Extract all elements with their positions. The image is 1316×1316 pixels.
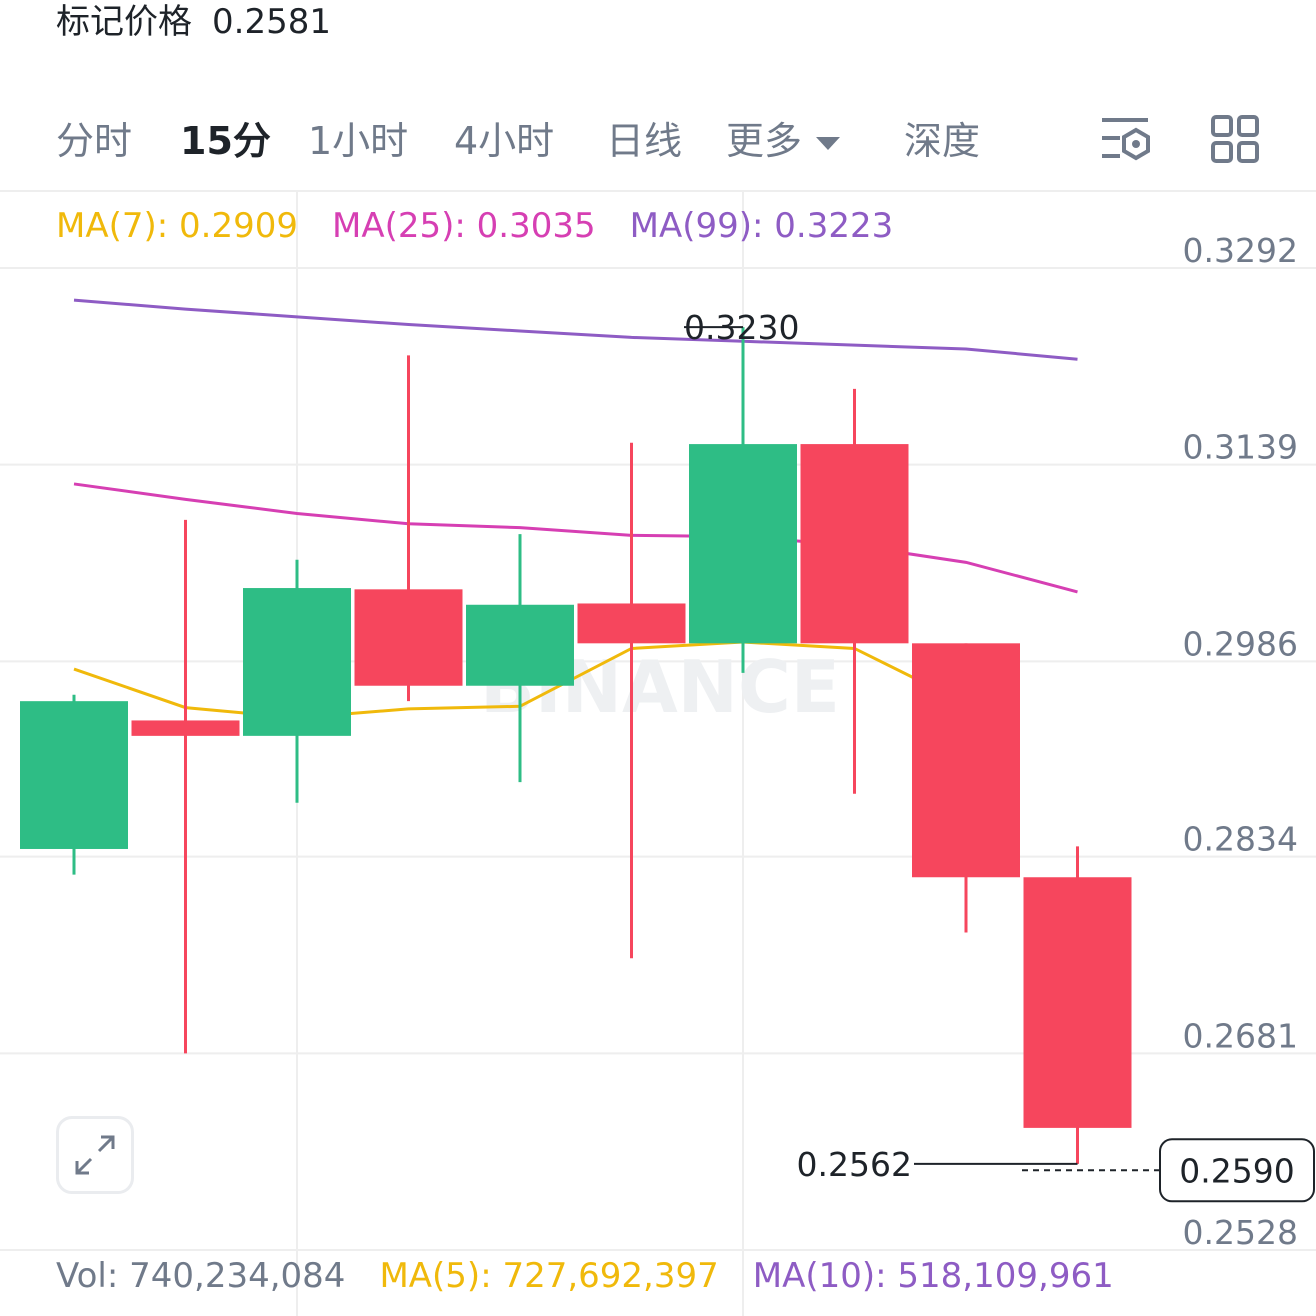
tab-1h[interactable]: 1小时 <box>308 119 409 163</box>
candle-down <box>131 519 240 1054</box>
fullscreen-button[interactable] <box>56 1116 134 1194</box>
candle-down <box>800 388 909 794</box>
tab-more[interactable]: 更多 <box>726 110 841 165</box>
candles <box>20 327 1132 1164</box>
candle-body <box>131 720 240 736</box>
chevron-down-icon <box>816 137 841 150</box>
ma25-legend: MA(25): 0.3035 <box>331 206 596 246</box>
price-labels: 0.3230 0.2562 0.2590 <box>684 308 1315 1203</box>
header-divider <box>0 190 1316 192</box>
candle-down <box>1023 846 1132 1164</box>
grid-layout-icon[interactable] <box>1210 114 1260 164</box>
candle-body <box>466 604 574 686</box>
candle-body <box>243 588 351 736</box>
ma99-line <box>73 298 1078 361</box>
candle-body <box>1023 877 1132 1128</box>
high-price-label: 0.3230 <box>684 308 799 347</box>
candle-body <box>577 603 686 644</box>
tab-4h[interactable]: 4小时 <box>454 119 555 163</box>
tab-more-label: 更多 <box>726 119 803 163</box>
ma99-legend: MA(99): 0.3223 <box>629 206 894 246</box>
vol-ma5-legend: MA(5): 727,692,397 <box>379 1256 719 1296</box>
y-axis: 0.3292 0.3139 0.2986 0.2834 0.2681 0.2528 <box>1183 231 1298 1252</box>
last-price-value: 0.2590 <box>1179 1151 1294 1190</box>
y-tick-label: 0.3292 <box>1183 231 1298 270</box>
tab-15m[interactable]: 15分 <box>180 119 271 163</box>
candle-body <box>689 444 797 644</box>
candle-body <box>354 589 463 686</box>
tab-depth[interactable]: 深度 <box>904 119 981 163</box>
vol-ma10-legend: MA(10): 518,109,961 <box>752 1256 1114 1296</box>
indicator-settings-icon[interactable] <box>1098 114 1154 164</box>
low-price-label: 0.2562 <box>797 1145 912 1184</box>
volume-legend: Vol: 740,234,084 MA(5): 727,692,397 MA(10)… <box>56 1256 1148 1296</box>
mark-price: 标记价格 0.2581 <box>56 0 331 43</box>
candle-body <box>20 701 128 849</box>
mark-price-value: 0.2581 <box>212 2 331 42</box>
y-tick-label: 0.2834 <box>1183 820 1298 859</box>
y-tick-label: 0.3139 <box>1183 428 1298 467</box>
candle-body <box>800 444 909 644</box>
expand-icon <box>75 1135 115 1175</box>
candle-down <box>912 643 1020 933</box>
candle-body <box>912 643 1020 878</box>
ma-legend: MA(7): 0.2909 MA(25): 0.3035 MA(99): 0.322… <box>56 206 927 246</box>
candle-up <box>243 559 351 803</box>
y-tick-label: 0.2681 <box>1183 1016 1298 1055</box>
tab-time-share[interactable]: 分时 <box>56 119 133 163</box>
interval-tabs: 分时 15分 1小时 4小时 日线 更多 深度 <box>0 110 1316 170</box>
mark-price-label: 标记价格 <box>56 2 192 42</box>
candle-down <box>354 355 463 702</box>
candle-down <box>577 442 686 959</box>
y-tick-label: 0.2528 <box>1183 1213 1298 1252</box>
last-price-badge <box>1159 1138 1315 1203</box>
ma7-legend: MA(7): 0.2909 <box>56 206 298 246</box>
y-tick-label: 0.2986 <box>1183 624 1298 663</box>
tab-daily[interactable]: 日线 <box>606 119 683 163</box>
candle-up <box>20 694 128 875</box>
candle-up <box>689 327 797 673</box>
grid-lines <box>0 192 1316 1316</box>
vol-legend: Vol: 740,234,084 <box>56 1256 346 1296</box>
ma25-line <box>73 482 1078 594</box>
candle-up <box>466 534 574 783</box>
